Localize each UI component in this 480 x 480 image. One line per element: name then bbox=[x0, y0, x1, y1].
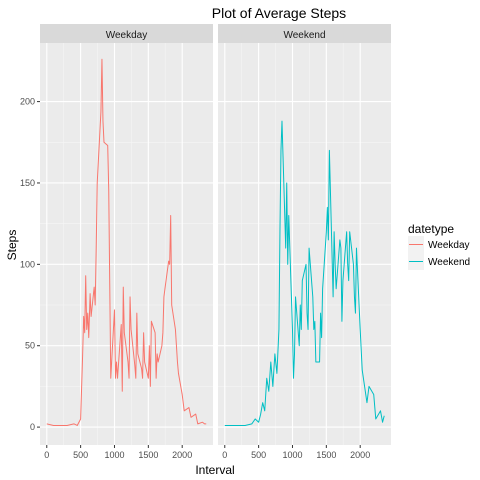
y-axis-label: Steps bbox=[5, 230, 19, 261]
gridlines-weekday bbox=[40, 43, 213, 445]
y-tick-label: 100 bbox=[20, 259, 35, 269]
y-tick-label: 150 bbox=[20, 178, 35, 188]
gridlines-weekend bbox=[218, 43, 391, 445]
series-line-weekday bbox=[46, 58, 207, 426]
x-axis-weekday: 0 500 1000 1500 2000 bbox=[44, 445, 192, 460]
y-axis: 0 50 100 150 200 bbox=[20, 97, 40, 432]
x-tick-label: 1000 bbox=[104, 450, 124, 460]
strip-label-weekday: Weekday bbox=[106, 30, 148, 41]
x-tick-label: 1500 bbox=[316, 450, 336, 460]
x-axis-label: Interval bbox=[195, 463, 234, 477]
facet-weekend: Weekend bbox=[218, 24, 391, 445]
x-tick-label: 2000 bbox=[350, 450, 370, 460]
series-weekend bbox=[224, 120, 385, 426]
x-tick-label: 0 bbox=[44, 450, 49, 460]
panel-weekend bbox=[218, 43, 391, 445]
legend: datetype Weekday Weekend bbox=[408, 222, 470, 270]
legend-title: datetype bbox=[408, 222, 454, 236]
x-tick-label: 1500 bbox=[138, 450, 158, 460]
legend-label-weekday: Weekday bbox=[428, 240, 470, 251]
y-tick-label: 200 bbox=[20, 97, 35, 107]
x-tick-label: 500 bbox=[73, 450, 88, 460]
legend-label-weekend: Weekend bbox=[428, 257, 470, 268]
strip-label-weekend: Weekend bbox=[283, 30, 325, 41]
x-tick-label: 500 bbox=[251, 450, 266, 460]
facet-weekday: Weekday bbox=[40, 24, 213, 445]
series-line-weekend bbox=[224, 120, 385, 426]
y-tick-label: 50 bbox=[25, 341, 35, 351]
x-tick-label: 1000 bbox=[282, 450, 302, 460]
x-tick-label: 0 bbox=[222, 450, 227, 460]
series-weekday bbox=[46, 58, 207, 426]
y-tick-label: 0 bbox=[30, 422, 35, 432]
panel-weekday bbox=[40, 43, 213, 445]
x-tick-label: 2000 bbox=[172, 450, 192, 460]
strip-weekday bbox=[40, 24, 213, 43]
strip-weekend bbox=[218, 24, 391, 43]
x-axis-weekend: 0 500 1000 1500 2000 bbox=[222, 445, 370, 460]
chart-title: Plot of Average Steps bbox=[212, 5, 346, 21]
